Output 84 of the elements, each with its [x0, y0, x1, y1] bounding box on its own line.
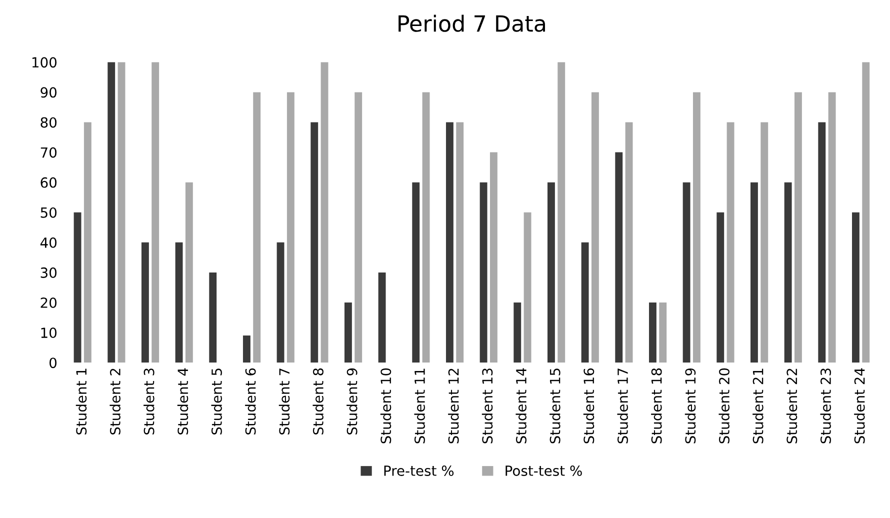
bar	[422, 92, 430, 363]
bar	[310, 122, 318, 363]
bar	[84, 122, 92, 363]
bar	[320, 62, 328, 363]
bar	[784, 182, 792, 363]
bar	[716, 212, 724, 363]
bar	[175, 242, 183, 363]
bar	[828, 92, 836, 363]
bar	[547, 182, 555, 363]
legend-label: Pre-test %	[384, 465, 454, 476]
bar	[615, 152, 623, 363]
x-tick-label: Student 20	[718, 368, 730, 444]
bar	[253, 92, 261, 363]
bar	[209, 272, 217, 363]
x-tick-label: Student 18	[651, 368, 662, 444]
bar	[591, 92, 599, 363]
bar	[378, 272, 386, 363]
x-tick-label: Student 9	[346, 368, 358, 434]
bar	[152, 62, 160, 363]
x-tick-label: Student 24	[854, 368, 865, 444]
y-tick-label: 70	[40, 147, 57, 158]
bar	[514, 302, 522, 363]
x-tick-label: Student 11	[414, 368, 425, 444]
x-tick-label: Student 14	[516, 368, 526, 444]
x-tick-label: Student 1	[76, 368, 87, 434]
x-tick-label: Student 3	[144, 368, 154, 434]
bar	[456, 122, 464, 363]
y-tick-label: 30	[40, 267, 57, 278]
bar	[818, 122, 826, 363]
bar	[581, 242, 589, 363]
bar	[74, 212, 82, 363]
x-tick-label: Student 15	[550, 368, 560, 444]
y-tick-label: 50	[40, 207, 57, 218]
bar	[558, 62, 566, 363]
x-tick-label: Student 12	[448, 368, 459, 444]
bar	[852, 212, 860, 363]
y-tick-label: 80	[40, 117, 57, 128]
y-tick-label: 100	[32, 57, 57, 68]
x-tick-label: Student 13	[482, 368, 493, 444]
bar	[794, 92, 802, 363]
x-tick-label: Student 4	[177, 368, 188, 434]
bar	[524, 212, 532, 363]
x-tick-label: Student 16	[583, 368, 594, 444]
y-tick-label: 40	[40, 237, 57, 248]
x-tick-label: Student 17	[617, 368, 628, 444]
bar	[659, 302, 667, 363]
bar	[286, 92, 294, 363]
bar	[108, 62, 116, 363]
bar	[750, 182, 758, 363]
x-tick-label: Student 21	[752, 368, 764, 444]
bar	[276, 242, 284, 363]
x-tick-label: Student 7	[278, 368, 290, 434]
bar	[185, 182, 193, 363]
bar	[760, 122, 768, 363]
bar	[242, 336, 250, 363]
x-tick-label: Student 19	[684, 368, 696, 444]
x-tick-label: Student 6	[245, 368, 256, 434]
x-tick-label: Student 23	[820, 368, 831, 444]
bar	[344, 302, 352, 363]
legend-label: Post-test %	[506, 465, 582, 476]
bar	[726, 122, 734, 363]
bar	[118, 62, 126, 363]
y-tick-label: 90	[40, 87, 57, 98]
y-tick-label: 60	[40, 177, 57, 188]
x-tick-label: Student 8	[312, 368, 324, 434]
bar	[446, 122, 454, 363]
bar	[480, 182, 488, 363]
x-tick-label: Student 22	[786, 368, 798, 444]
bar	[648, 302, 656, 363]
x-tick-label: Student 10	[380, 368, 392, 444]
x-tick-label: Student 5	[211, 368, 222, 434]
bar	[412, 182, 420, 363]
bar	[141, 242, 149, 363]
bar	[354, 92, 362, 363]
bar	[490, 152, 498, 363]
bar	[682, 182, 690, 363]
bar	[692, 92, 700, 363]
y-tick-label: 0	[50, 358, 57, 368]
x-tick-label: Student 2	[110, 368, 120, 434]
y-tick-label: 10	[41, 328, 57, 338]
bar	[625, 122, 633, 363]
bar	[862, 62, 870, 363]
chart-title: Period 7 Data	[398, 14, 545, 32]
y-tick-label: 20	[40, 297, 57, 308]
